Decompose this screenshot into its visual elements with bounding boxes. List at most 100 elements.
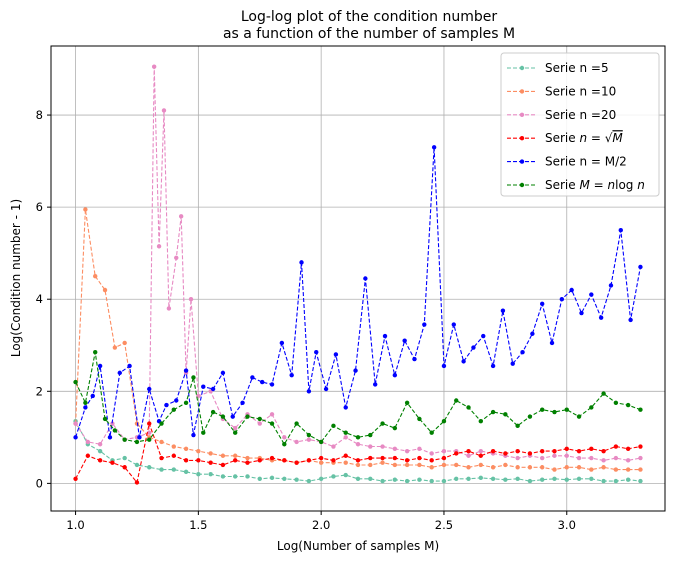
x-axis-label: Log(Number of samples M) (277, 539, 439, 553)
series-line (75, 421, 641, 484)
data-point (220, 370, 226, 376)
data-point (404, 478, 410, 484)
data-point (201, 430, 206, 435)
data-point (127, 363, 132, 369)
data-point (282, 435, 287, 440)
data-point (156, 244, 162, 249)
data-point (589, 446, 594, 452)
data-point (171, 453, 176, 458)
data-point (174, 398, 179, 403)
data-point (515, 476, 520, 481)
data-point (540, 301, 545, 307)
data-point (392, 425, 398, 431)
data-point (638, 455, 643, 461)
data-point (210, 409, 216, 415)
data-point (589, 292, 594, 297)
data-point (134, 462, 140, 468)
data-point (233, 453, 238, 458)
data-point (97, 458, 103, 463)
series-line (75, 420, 641, 482)
data-point (245, 455, 250, 461)
data-point (196, 458, 201, 463)
data-point (576, 465, 582, 470)
data-point (564, 465, 569, 470)
data-point (343, 430, 348, 435)
data-point (220, 453, 226, 458)
data-point (490, 465, 496, 470)
data-point (257, 416, 262, 422)
data-point (552, 476, 557, 481)
data-point (441, 478, 447, 484)
data-point (564, 407, 569, 412)
data-point (306, 437, 312, 442)
data-point (412, 356, 417, 362)
data-point (343, 472, 348, 478)
data-point (368, 462, 373, 468)
data-point (625, 477, 631, 482)
data-point (147, 421, 152, 426)
data-point (527, 451, 533, 456)
data-point (471, 345, 476, 350)
data-point (559, 297, 565, 302)
data-point (466, 476, 471, 481)
data-point (454, 451, 459, 456)
data-point (404, 448, 410, 454)
data-point (625, 458, 631, 463)
data-point (515, 448, 520, 454)
data-point (73, 476, 78, 481)
data-point (392, 462, 398, 468)
data-point (90, 393, 95, 399)
data-point (188, 297, 194, 302)
data-point (422, 322, 427, 327)
data-point (306, 478, 312, 484)
data-point (441, 448, 447, 454)
data-point (576, 476, 582, 481)
data-point (431, 145, 437, 150)
data-point (73, 421, 78, 426)
data-point (380, 421, 385, 426)
data-point (382, 333, 388, 339)
data-point (183, 469, 189, 475)
series-1 (73, 419, 643, 484)
data-point (343, 435, 348, 440)
data-point (441, 462, 447, 468)
data-point (601, 465, 606, 470)
data-point (478, 453, 483, 458)
data-point (355, 476, 361, 481)
data-point (282, 458, 287, 463)
data-point (183, 400, 189, 406)
y-tick-label: 0 (36, 476, 43, 490)
data-point (171, 467, 176, 472)
data-point (417, 462, 422, 468)
data-point (576, 414, 582, 419)
legend-box (500, 52, 660, 197)
data-point (83, 400, 88, 406)
data-point (589, 405, 594, 410)
series-line (75, 209, 641, 471)
data-point (110, 421, 115, 426)
data-point (159, 455, 164, 461)
data-point (527, 465, 533, 470)
data-point (269, 421, 275, 426)
data-point (343, 460, 348, 465)
data-point (638, 264, 643, 270)
data-point (380, 478, 385, 484)
legend-label: Serie n = M/2 (545, 155, 627, 169)
data-point (245, 474, 250, 479)
data-point (441, 419, 447, 424)
data-point (576, 455, 582, 461)
data-point (147, 437, 152, 442)
data-point (515, 455, 520, 461)
data-point (564, 446, 569, 452)
data-point (83, 207, 88, 212)
legend-label: Serie M = nlog n (545, 178, 645, 192)
data-point (112, 428, 118, 433)
data-point (323, 386, 329, 392)
data-point (368, 432, 373, 438)
data-point (166, 306, 172, 311)
data-point (564, 477, 569, 482)
data-point (368, 476, 373, 481)
data-point (461, 359, 466, 364)
x-tick-label: 1.5 (189, 518, 207, 532)
data-point (102, 287, 108, 293)
